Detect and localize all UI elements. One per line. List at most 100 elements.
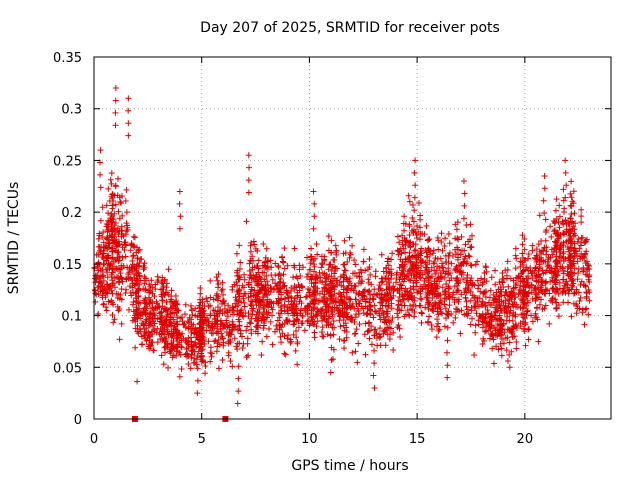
data-point	[281, 283, 288, 290]
data-point	[497, 284, 504, 291]
data-point	[318, 307, 325, 314]
data-point	[568, 261, 575, 268]
data-point	[188, 307, 195, 314]
data-point	[423, 222, 430, 229]
data-point	[472, 261, 479, 268]
data-point	[435, 311, 442, 318]
data-point	[466, 253, 473, 260]
data-point	[512, 252, 519, 259]
data-point	[577, 294, 584, 301]
data-point	[202, 370, 209, 377]
data-point	[309, 316, 316, 323]
data-point	[128, 277, 135, 284]
data-point	[111, 210, 118, 217]
data-point	[268, 272, 275, 279]
data-point	[270, 285, 277, 292]
data-point	[153, 329, 160, 336]
data-point	[463, 310, 470, 317]
data-point	[378, 294, 385, 301]
data-point	[388, 295, 395, 302]
data-point	[235, 388, 242, 395]
data-point	[520, 296, 527, 303]
data-point	[512, 284, 519, 291]
data-point	[341, 311, 348, 318]
data-point	[506, 297, 513, 304]
data-point	[409, 214, 416, 221]
y-tick-label: 0.25	[53, 154, 82, 169]
data-point	[541, 185, 548, 192]
data-point	[578, 250, 585, 257]
data-point	[111, 192, 118, 199]
data-point	[145, 299, 152, 306]
data-point	[458, 271, 465, 278]
data-point	[435, 246, 442, 253]
data-point	[583, 305, 590, 312]
data-point	[554, 272, 561, 279]
data-point	[142, 307, 149, 314]
data-point	[352, 348, 359, 355]
data-point	[336, 336, 343, 343]
data-point	[340, 337, 347, 344]
data-point	[520, 325, 527, 332]
data-point	[104, 236, 111, 243]
data-point	[294, 289, 301, 296]
data-point	[109, 311, 116, 318]
x-tick-label: 0	[90, 432, 98, 447]
data-point	[281, 303, 288, 310]
data-point	[137, 256, 144, 263]
data-point	[411, 275, 418, 282]
data-point	[163, 321, 170, 328]
data-point	[258, 351, 265, 358]
data-point	[168, 287, 175, 294]
data-point	[291, 295, 298, 302]
data-point	[503, 275, 510, 282]
data-point	[285, 294, 292, 301]
data-point	[248, 293, 255, 300]
data-point	[417, 295, 424, 302]
data-point	[104, 269, 111, 276]
data-point	[100, 250, 107, 257]
data-point	[246, 260, 253, 267]
data-point	[261, 318, 268, 325]
data-point	[574, 276, 581, 283]
data-points	[91, 85, 593, 407]
data-point	[108, 299, 115, 306]
data-point	[204, 298, 211, 305]
data-point	[352, 330, 359, 337]
data-point	[283, 289, 290, 296]
data-point	[308, 280, 315, 287]
data-point	[418, 319, 425, 326]
data-point	[352, 283, 359, 290]
data-point	[188, 347, 195, 354]
data-point	[491, 324, 498, 331]
data-point	[150, 347, 157, 354]
data-point	[412, 157, 419, 164]
data-point	[176, 200, 183, 207]
data-point	[396, 264, 403, 271]
data-point	[99, 266, 106, 273]
data-point	[116, 228, 123, 235]
data-point	[122, 198, 129, 205]
data-point	[184, 351, 191, 358]
data-point	[295, 324, 302, 331]
data-point	[490, 291, 497, 298]
data-point	[163, 306, 170, 313]
data-point	[225, 340, 232, 347]
data-point	[377, 285, 384, 292]
data-point	[431, 267, 438, 274]
data-point	[543, 227, 550, 234]
data-point	[444, 337, 451, 344]
data-point	[215, 330, 222, 337]
data-point	[133, 249, 140, 256]
data-point	[426, 313, 433, 320]
data-point	[394, 233, 401, 240]
data-point	[351, 257, 358, 264]
data-point	[95, 251, 102, 258]
data-point	[475, 317, 482, 324]
data-point	[536, 263, 543, 270]
data-point	[154, 304, 161, 311]
data-point	[560, 242, 567, 249]
data-point	[371, 347, 378, 354]
data-point	[426, 300, 433, 307]
data-point	[243, 327, 250, 334]
